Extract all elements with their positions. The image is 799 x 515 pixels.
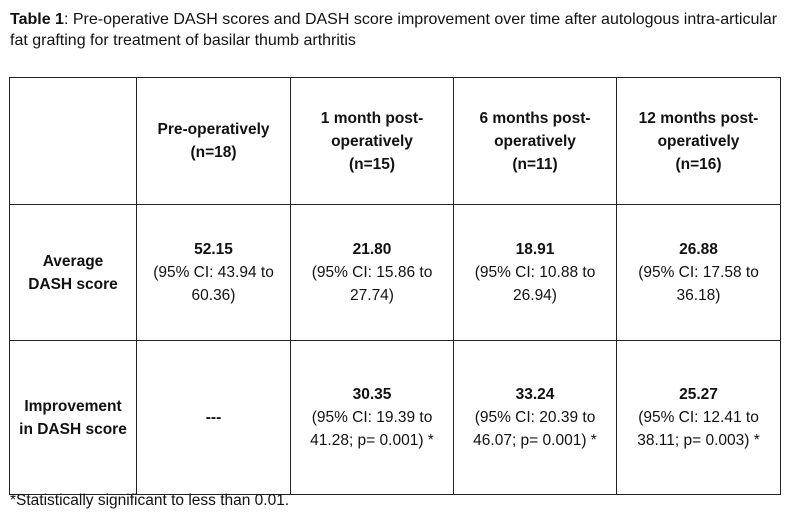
cell-value: 52.15 <box>194 241 233 258</box>
table-cell: 25.27 (95% CI: 12.41 to 38.11; p= 0.003)… <box>616 340 781 495</box>
column-n: (n=15) <box>348 155 396 173</box>
table-row: Improvement in DASH score --- 30.35 (95%… <box>9 340 781 495</box>
table-row: Average DASH score 52.15 (95% CI: 43.94 … <box>9 204 781 341</box>
cell-value: 25.27 <box>679 386 718 403</box>
table-corner-cell <box>9 77 137 205</box>
cell-value: 21.80 <box>352 241 392 258</box>
table-cell: --- <box>136 340 291 495</box>
cell-ci: (95% CI: 15.86 to 27.74) <box>311 264 433 304</box>
column-title: 12 months post-operatively <box>638 109 759 150</box>
table-header-row: Pre-operatively (n=18) 1 month post-oper… <box>9 77 781 205</box>
caption-label: Table 1 <box>10 11 64 28</box>
column-n: (n=18) <box>190 144 237 161</box>
table-footnote: *Statistically significant to less than … <box>10 492 290 509</box>
row-header-average-dash: Average DASH score <box>9 204 137 341</box>
table-cell: 30.35 (95% CI: 19.39 to 41.28; p= 0.001)… <box>290 340 454 495</box>
cell-ci: (95% CI: 10.88 to 26.94) <box>474 264 596 304</box>
column-n: (n=16) <box>675 155 722 173</box>
column-n: (n=11) <box>512 155 558 173</box>
column-header-12-months: 12 months post-operatively (n=16) <box>616 77 781 205</box>
table-cell: 52.15 (95% CI: 43.94 to 60.36) <box>136 204 291 341</box>
cell-ci: (95% CI: 12.41 to 38.11; p= 0.003) * <box>637 409 760 449</box>
column-title: 1 month post-operatively <box>320 109 424 150</box>
cell-value: --- <box>205 409 222 426</box>
cell-ci: (95% CI: 19.39 to 41.28; p= 0.001) * <box>310 409 434 449</box>
table-cell: 18.91 (95% CI: 10.88 to 26.94) <box>453 204 617 341</box>
cell-ci: (95% CI: 20.39 to 46.07; p= 0.001) * <box>473 409 597 449</box>
table-caption: Table 1: Pre-operative DASH scores and D… <box>10 9 780 51</box>
dash-score-table: Pre-operatively (n=18) 1 month post-oper… <box>9 77 781 495</box>
table-cell: 33.24 (95% CI: 20.39 to 46.07; p= 0.001)… <box>453 340 617 495</box>
column-header-1-month: 1 month post-operatively (n=15) <box>290 77 454 205</box>
table-cell: 21.80 (95% CI: 15.86 to 27.74) <box>290 204 454 341</box>
column-header-pre-op: Pre-operatively (n=18) <box>136 77 291 205</box>
caption-text: : Pre-operative DASH scores and DASH sco… <box>10 11 778 49</box>
cell-ci: (95% CI: 17.58 to 36.18) <box>638 264 759 304</box>
row-header-improvement: Improvement in DASH score <box>9 340 137 495</box>
table-cell: 26.88 (95% CI: 17.58 to 36.18) <box>616 204 781 341</box>
cell-value: 18.91 <box>515 241 555 258</box>
cell-ci: (95% CI: 43.94 to 60.36) <box>153 264 274 304</box>
cell-value: 33.24 <box>515 386 555 403</box>
cell-value: 26.88 <box>679 241 718 258</box>
column-title: Pre-operatively <box>157 121 270 138</box>
column-header-6-months: 6 months post-operatively (n=11) <box>453 77 617 205</box>
cell-value: 30.35 <box>352 386 392 403</box>
column-title: 6 months post-operatively <box>479 109 591 150</box>
